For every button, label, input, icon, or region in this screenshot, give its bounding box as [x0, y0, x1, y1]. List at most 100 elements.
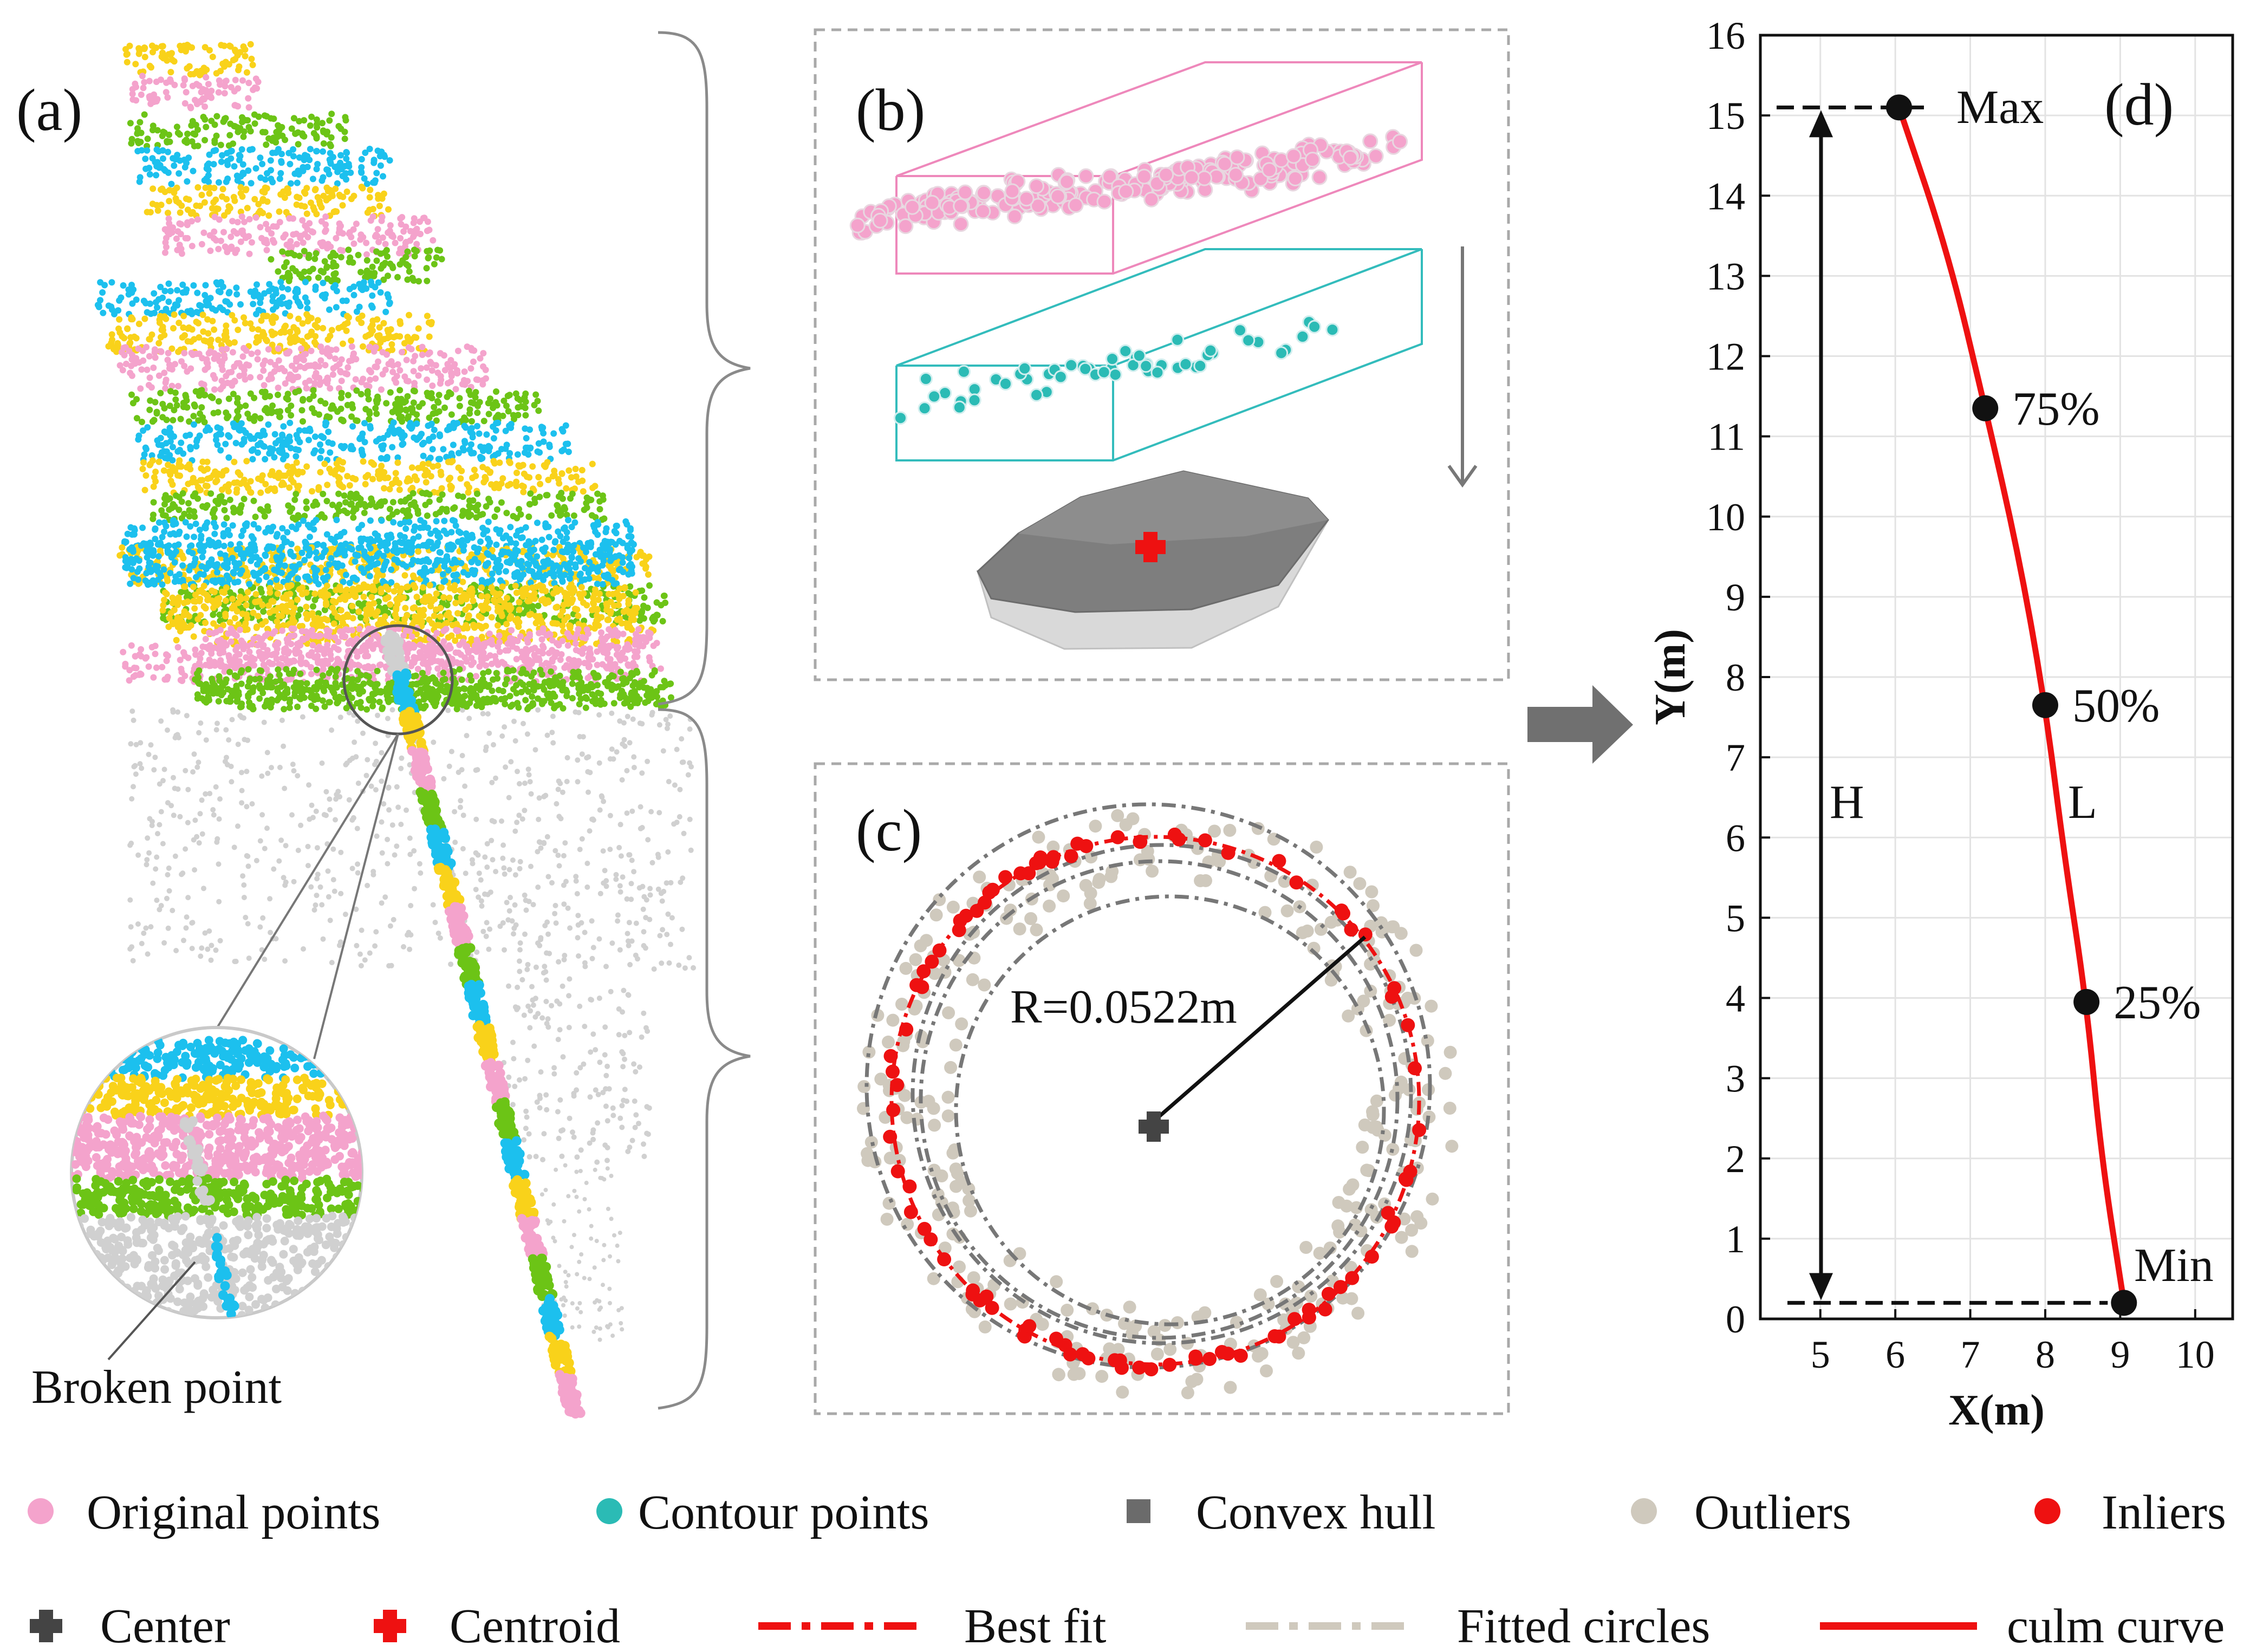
canopy-point	[337, 159, 344, 166]
ground-point	[574, 891, 580, 896]
canopy-point	[332, 270, 339, 277]
canopy-point	[210, 161, 217, 168]
canopy-point	[401, 534, 408, 541]
ground-point	[133, 771, 139, 777]
canopy-point	[237, 471, 244, 478]
ground-point	[629, 938, 635, 944]
canopy-point	[240, 496, 248, 503]
canopy-point	[216, 493, 223, 500]
canopy-point	[197, 477, 204, 484]
ground-point	[590, 816, 596, 822]
ground-point	[688, 847, 694, 853]
canopy-point	[118, 349, 125, 356]
canopy-point	[443, 530, 450, 537]
canopy-point	[165, 298, 172, 305]
canopy-point	[373, 231, 380, 238]
canopy-point	[424, 376, 431, 383]
ground-point	[315, 871, 321, 877]
canopy-point	[381, 469, 388, 476]
ground-point	[530, 902, 536, 908]
ground-point	[559, 1153, 565, 1159]
canopy-point	[225, 290, 232, 297]
canopy-point	[436, 534, 443, 541]
canopy-point	[563, 485, 570, 492]
canopy-point	[367, 422, 374, 430]
canopy-point	[363, 267, 370, 274]
ground-point	[171, 812, 177, 818]
canopy-point	[221, 212, 227, 219]
canopy-point	[322, 362, 329, 369]
ground-point	[577, 1065, 583, 1071]
canopy-point	[357, 231, 365, 238]
canopy-point	[477, 538, 484, 545]
ground-point	[580, 734, 586, 740]
canopy-point	[408, 464, 415, 471]
ground-point	[486, 730, 492, 736]
canopy-point	[482, 445, 489, 452]
canopy-point	[203, 123, 210, 131]
canopy-point	[261, 382, 268, 389]
canopy-point	[431, 261, 438, 268]
canopy-point	[154, 437, 161, 444]
ground-point	[264, 750, 270, 756]
canopy-point	[284, 286, 291, 292]
ground-point	[506, 908, 512, 914]
canopy-point	[438, 256, 445, 263]
ground-point	[561, 957, 567, 962]
canopy-point	[232, 76, 239, 83]
ground-point	[594, 1239, 599, 1244]
ground-point	[535, 849, 541, 855]
canopy-point	[169, 481, 176, 488]
ground-point	[473, 887, 479, 893]
ground-point	[349, 817, 355, 823]
canopy-point	[367, 186, 374, 193]
canopy-point	[248, 447, 255, 454]
ground-point	[327, 807, 333, 812]
ground-point	[278, 837, 284, 843]
canopy-point	[345, 246, 352, 253]
canopy-point	[545, 534, 552, 541]
ground-point	[597, 1337, 602, 1342]
canopy-point	[237, 184, 244, 191]
ground-point	[153, 866, 159, 872]
canopy-point	[281, 441, 288, 447]
canopy-point	[225, 339, 232, 346]
ground-point	[226, 737, 232, 743]
ground-point	[576, 953, 581, 959]
canopy-point	[165, 461, 172, 469]
ground-point	[590, 945, 596, 951]
canopy-point	[525, 451, 532, 458]
canopy-point	[151, 290, 158, 297]
ground-point	[577, 1209, 582, 1214]
ground-point	[205, 946, 211, 952]
canopy-point	[417, 231, 424, 237]
canopy-point	[308, 347, 315, 354]
canopy-point	[391, 376, 398, 383]
canopy-point	[158, 507, 165, 514]
ground-point	[244, 769, 250, 775]
ground-point	[604, 1144, 610, 1150]
canopy-point	[516, 506, 523, 512]
canopy-point	[129, 300, 136, 307]
ground-point	[619, 777, 625, 783]
ground-point	[607, 756, 613, 762]
ground-point	[183, 925, 189, 931]
canopy-point	[214, 409, 222, 416]
canopy-point	[396, 367, 404, 374]
canopy-point	[369, 317, 376, 324]
ground-point	[261, 719, 267, 725]
canopy-point	[150, 365, 157, 371]
canopy-point	[424, 277, 431, 284]
canopy-point	[247, 374, 254, 381]
ground-point	[602, 868, 608, 874]
ground-point	[577, 1003, 583, 1009]
canopy-point	[467, 511, 474, 518]
canopy-point	[245, 233, 252, 240]
canopy-point	[140, 297, 147, 304]
canopy-point	[377, 339, 384, 346]
ground-point	[536, 839, 542, 845]
ground-point	[241, 895, 247, 900]
canopy-point	[206, 151, 213, 158]
ground-point	[532, 747, 538, 753]
